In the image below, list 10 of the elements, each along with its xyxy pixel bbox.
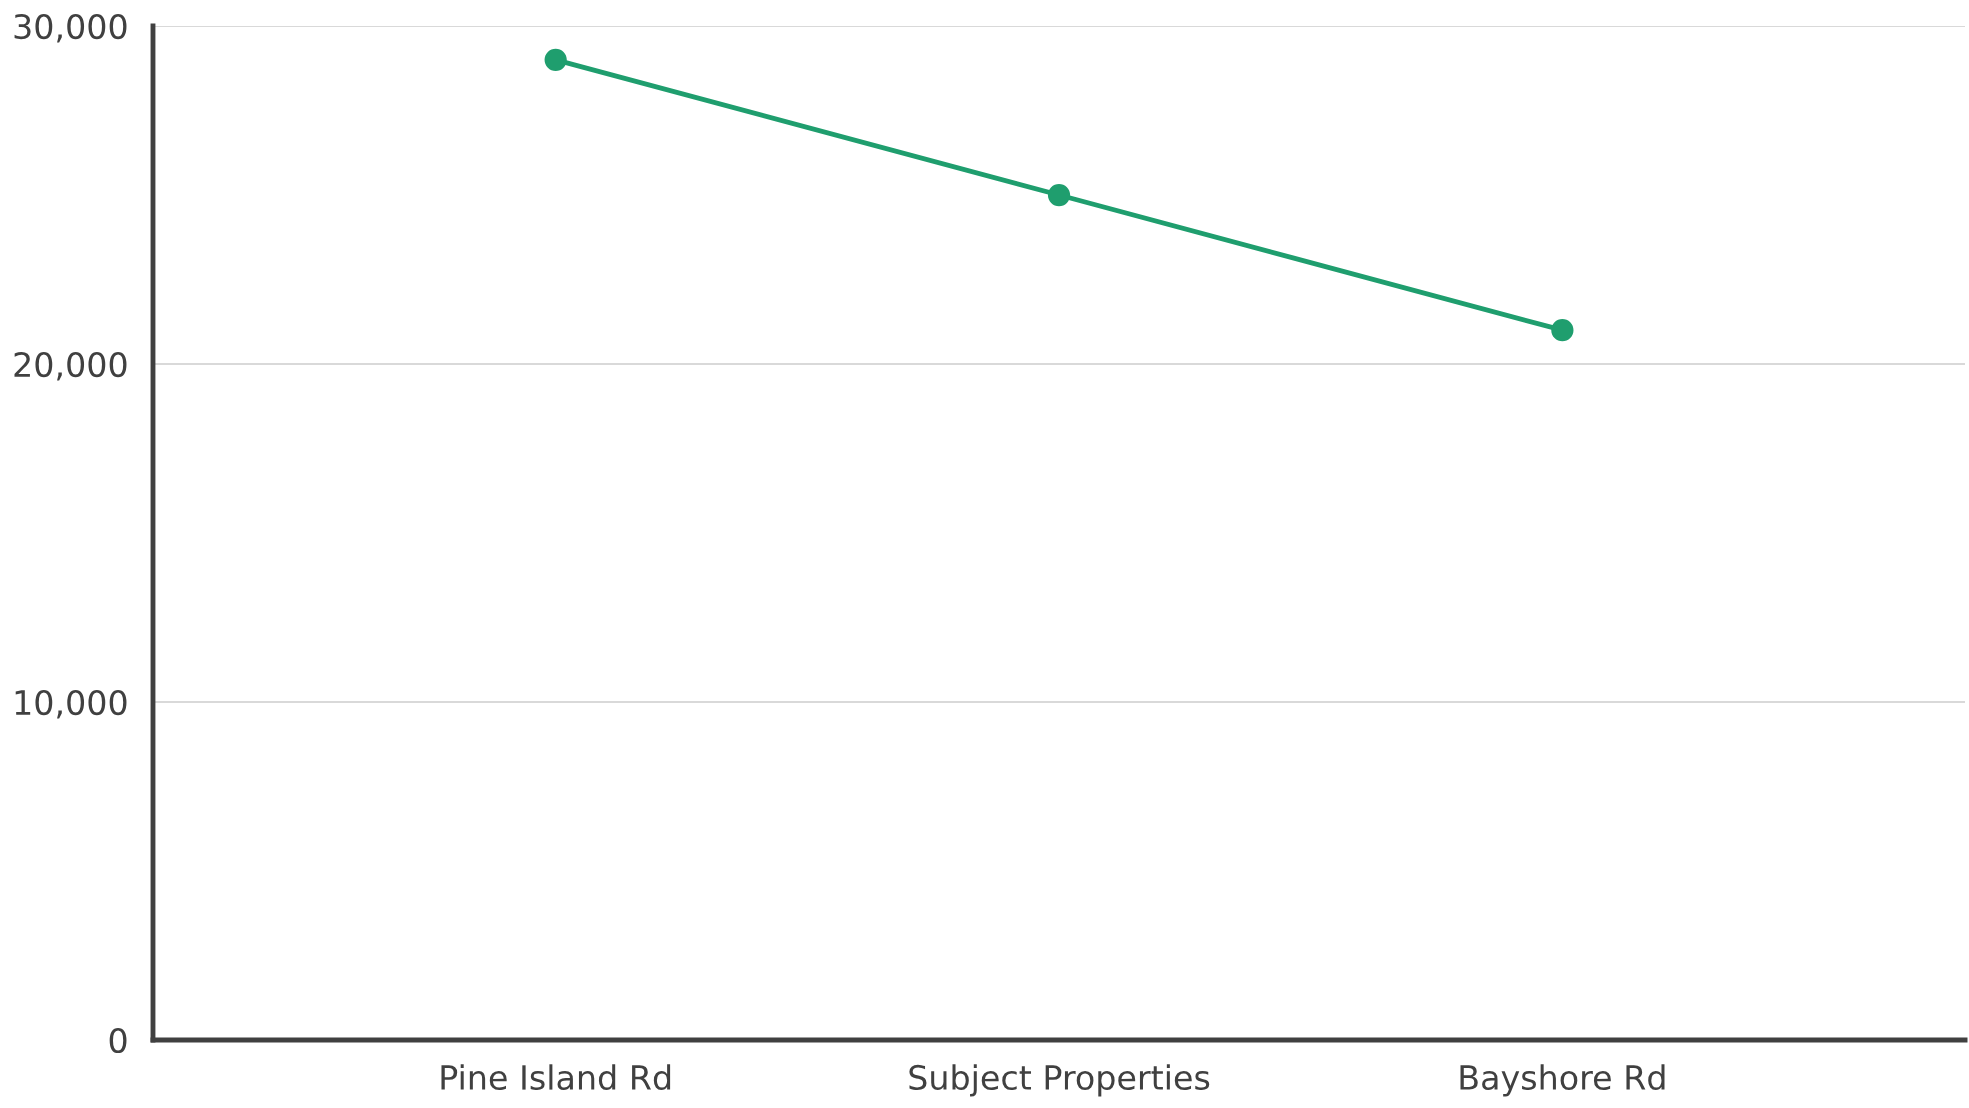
x-tick-label: Pine Island Rd: [441, 1064, 671, 1091]
point: [1047, 183, 1071, 207]
y-tick-label: 20,000: [14, 351, 127, 381]
x-tick-label: Bayshore Rd: [1460, 1064, 1665, 1097]
x-tick-label: Subject Properties: [909, 1064, 1210, 1097]
y-tick-label: 10,000: [15, 689, 127, 719]
y-tick-label: 0: [109, 1027, 127, 1054]
y-tick-label: 30,000: [14, 13, 127, 43]
point: [544, 48, 567, 71]
point: [1551, 319, 1574, 342]
